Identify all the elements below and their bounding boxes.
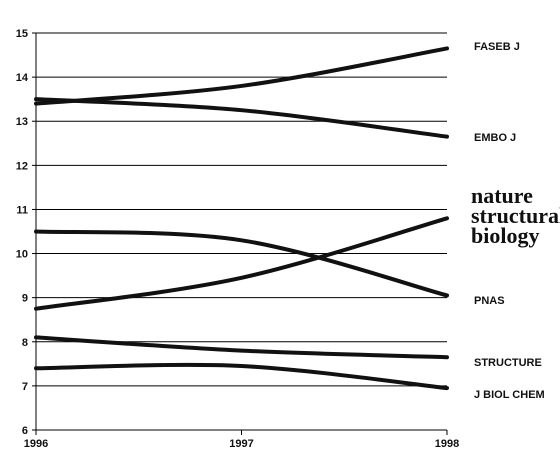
series-label-line: biology <box>471 223 539 248</box>
y-tick-label: 15 <box>16 28 28 40</box>
y-tick-label: 10 <box>16 249 28 261</box>
series-line-nature-structural-biology <box>34 216 449 311</box>
y-tick-label: 11 <box>16 204 28 216</box>
y-tick-label: 14 <box>16 72 29 84</box>
series-label-line: structural <box>471 203 560 228</box>
y-axis-tick-labels: 6 7 8 9 10 11 12 13 14 15 <box>16 28 29 437</box>
series-label-pnas: PNAS <box>474 295 505 307</box>
series-label-structure: STRUCTURE <box>474 357 542 369</box>
series-label-line: nature <box>471 183 533 208</box>
series-line-structure <box>34 335 449 360</box>
series-label-embo-j: EMBO J <box>474 132 516 144</box>
series-line-pnas <box>34 229 449 298</box>
x-tick-label: 1998 <box>435 438 459 450</box>
x-tick-label: 1996 <box>24 438 48 450</box>
y-tick-label: 6 <box>22 425 28 437</box>
series-lines <box>34 46 449 391</box>
series-line-faseb-j <box>34 46 449 106</box>
series-line-j-biol-chem <box>34 362 449 391</box>
y-tick-label: 7 <box>22 381 28 393</box>
y-tick-label: 9 <box>22 293 28 305</box>
series-label-faseb-j: FASEB J <box>474 41 520 53</box>
y-tick-label: 8 <box>22 337 28 349</box>
y-tick-label: 13 <box>16 116 28 128</box>
x-tick-label: 1997 <box>229 438 253 450</box>
y-tick-label: 12 <box>16 160 28 172</box>
x-axis-tick-labels: 1996 1997 1998 <box>24 438 459 450</box>
series-line-embo-j <box>34 97 449 139</box>
series-label-j-biol-chem: J BIOL CHEM <box>474 389 545 401</box>
